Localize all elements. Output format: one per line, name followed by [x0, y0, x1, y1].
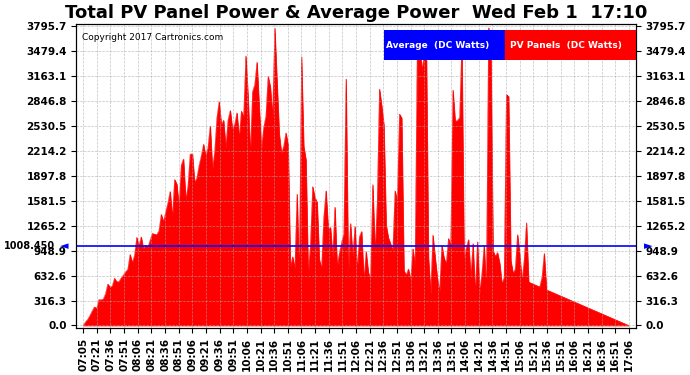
- Text: 1008.450: 1008.450: [4, 241, 55, 251]
- Text: ◄: ◄: [59, 241, 68, 251]
- Text: ►: ►: [644, 241, 653, 251]
- Text: Copyright 2017 Cartronics.com: Copyright 2017 Cartronics.com: [82, 33, 224, 42]
- Title: Total PV Panel Power & Average Power  Wed Feb 1  17:10: Total PV Panel Power & Average Power Wed…: [65, 4, 647, 22]
